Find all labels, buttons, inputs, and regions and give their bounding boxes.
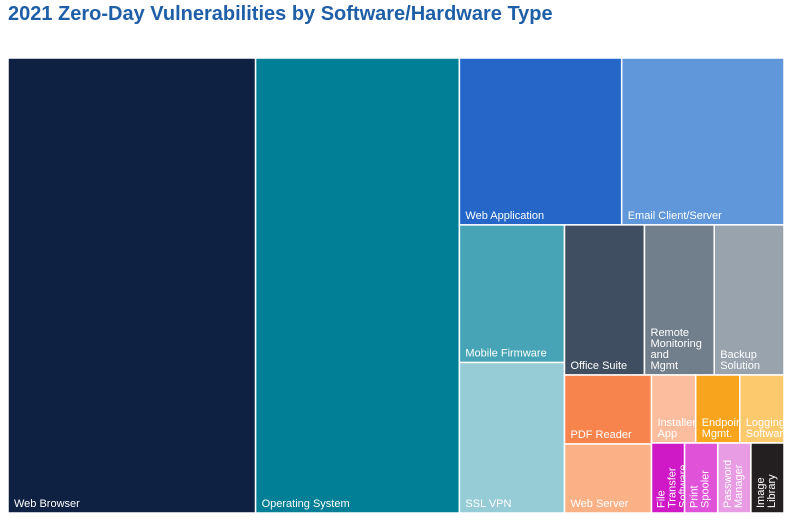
- cell-label-ssl-vpn: SSL VPN: [465, 498, 511, 510]
- cell-pdf-reader: PDF Reader: [563, 374, 653, 445]
- cell-label-endpoint-mgmt: Endpoint Mgmt.: [702, 417, 745, 440]
- cell-file-transfer-software: FileTransferSoftware: [650, 442, 690, 513]
- treemap-chart: Web Browser Operating System Web Applicati…: [8, 58, 784, 513]
- cell-label-mobile-firmware: Mobile Firmware: [465, 348, 546, 360]
- cell-rect-mobile-firmware: [458, 224, 566, 364]
- cell-logging-software: LoggingSoftware: [739, 374, 784, 444]
- cell-installer-app: Installer App: [650, 374, 697, 444]
- cell-rect-endpoint-mgmt: [694, 374, 741, 444]
- cell-rect-backup-solution: [713, 224, 784, 376]
- cell-label-web-application: Web Application: [465, 210, 544, 222]
- cell-web-application: Web Application: [458, 58, 623, 226]
- cell-rect-office-suite: [563, 224, 646, 376]
- cell-label-web-server: Web Server: [571, 498, 629, 510]
- cell-remote-monitoring-mgmt: Remote Monitoring and Mgmt: [643, 224, 716, 376]
- cell-rect-email-client-server: [620, 58, 784, 226]
- cell-ssl-vpn: SSL VPN: [458, 361, 566, 513]
- cell-rect-remote-monitoring-mgmt: [643, 224, 716, 376]
- cell-rect-ssl-vpn: [458, 361, 566, 513]
- cell-label-email-client-server: Email Client/Server: [628, 210, 722, 222]
- cell-office-suite: Office Suite: [563, 224, 646, 376]
- cell-rect-installer-app: [650, 374, 697, 444]
- cell-backup-solution: Backup Solution: [713, 224, 784, 376]
- cell-web-browser: Web Browser: [8, 58, 257, 513]
- cell-print-spooler: PrintSpooler: [683, 442, 719, 513]
- cell-label-pdf-reader: PDF Reader: [571, 429, 632, 441]
- cell-label-backup-solution: Backup Solution: [720, 349, 760, 372]
- cell-rect-image-library: [750, 442, 784, 513]
- cell-rect-password-manager: [717, 442, 752, 513]
- cell-label-operating-system: Operating System: [262, 498, 350, 510]
- cell-label-remote-monitoring-mgmt: Remote Monitoring and Mgmt: [651, 327, 702, 372]
- chart-title: 2021 Zero-Day Vulnerabilities by Softwar…: [8, 3, 553, 25]
- cell-label-password-manager: PasswordManager: [722, 460, 745, 508]
- cell-password-manager: PasswordManager: [717, 442, 752, 513]
- cell-rect-file-transfer-software: [650, 442, 686, 513]
- cell-label-office-suite: Office Suite: [571, 360, 628, 372]
- cell-label-logging-software: LoggingSoftware: [746, 417, 784, 440]
- cell-rect-operating-system: [254, 58, 461, 513]
- cell-label-web-browser: Web Browser: [14, 498, 80, 510]
- cell-label-installer-app: Installer App: [658, 417, 697, 440]
- cell-label-print-spooler: PrintSpooler: [689, 470, 712, 508]
- cell-label-image-library: ImageLibrary: [755, 474, 778, 508]
- cell-rect-web-browser: [8, 58, 257, 513]
- cell-email-client-server: Email Client/Server: [620, 58, 784, 226]
- cell-rect-pdf-reader: [563, 374, 653, 445]
- cell-rect-web-application: [458, 58, 623, 226]
- cell-endpoint-mgmt: Endpoint Mgmt.: [694, 374, 745, 444]
- cell-mobile-firmware: Mobile Firmware: [458, 224, 566, 364]
- cell-web-server: Web Server: [563, 443, 653, 513]
- cell-operating-system: Operating System: [254, 58, 461, 513]
- cell-image-library: ImageLibrary: [750, 442, 784, 513]
